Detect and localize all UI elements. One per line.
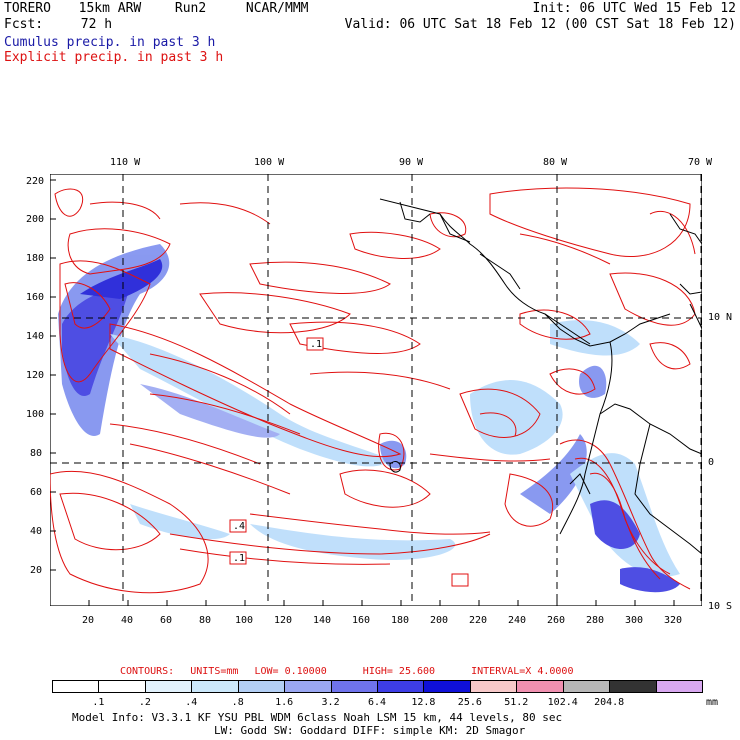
scale-swatch [655, 680, 703, 693]
x-tick-120: 120 [274, 615, 293, 626]
legend-cumulus: Cumulus precip. in past 3 h [4, 35, 216, 50]
lon-label-90w: 90 W [399, 157, 424, 168]
model-resolution: 15km ARW [78, 1, 142, 16]
fcst-value: 72 h [80, 17, 113, 32]
contours-low: LOW= 0.10000 [254, 666, 327, 677]
x-tick-300: 300 [625, 615, 644, 626]
scale-label: 204.8 [594, 697, 625, 708]
lon-label-110w: 110 W [110, 157, 141, 168]
y-tick-20: 20 [30, 565, 43, 576]
contours-high: HIGH= 25.600 [362, 666, 436, 677]
scale-swatch [284, 680, 332, 693]
contours-interval: INTERVAL=X 4.0000 [471, 666, 574, 677]
scale-swatch [469, 680, 518, 693]
scale-label: 6.4 [367, 697, 387, 708]
scale-swatch [52, 680, 100, 693]
scale-label: .1 [92, 697, 105, 708]
contours-units: UNITS=mm [190, 666, 239, 677]
y-tick-220: 220 [26, 176, 45, 187]
scale-swatch [237, 680, 286, 693]
scale-swatch [562, 680, 611, 693]
lon-label-80w: 80 W [543, 157, 568, 168]
x-tick-280: 280 [586, 615, 605, 626]
scale-label: 12.8 [411, 697, 436, 708]
scale-label: 1.6 [275, 697, 294, 708]
lat-label-0: 0 [708, 457, 715, 468]
scale-label: .8 [231, 697, 244, 708]
lat-lon-grid [50, 174, 702, 606]
scale-label: 51.2 [504, 697, 529, 708]
y-tick-40: 40 [30, 526, 43, 537]
x-tick-80: 80 [199, 615, 212, 626]
scale-swatch [191, 680, 239, 693]
x-tick-20: 20 [82, 615, 95, 626]
contour-label-3: .1 [233, 553, 246, 564]
y-tick-200: 200 [26, 214, 45, 225]
scale-swatch [144, 680, 193, 693]
scale-unit: mm [706, 697, 719, 708]
x-tick-320: 320 [664, 615, 683, 626]
x-tick-40: 40 [121, 615, 134, 626]
scale-label: 3.2 [321, 697, 340, 708]
lat-label-10s: 10 S [708, 601, 733, 612]
contours-info: CONTOURS: UNITS=mm LOW= 0.10000 HIGH= 25… [120, 666, 573, 677]
valid-time: Valid: 06 UTC Sat 18 Feb 12 (00 CST Sat … [344, 17, 736, 32]
scale-swatch [423, 680, 471, 693]
contour-label-2: .4 [233, 521, 246, 532]
init-time: Init: 06 UTC Wed 15 Feb 12 [532, 1, 737, 16]
run-label: Run2 [174, 1, 207, 16]
scale-label: 25.6 [457, 697, 482, 708]
x-tick-200: 200 [430, 615, 449, 626]
scale-swatch [609, 680, 657, 693]
org-label: NCAR/MMM [245, 1, 309, 16]
y-tick-60: 60 [30, 487, 43, 498]
x-tick-180: 180 [391, 615, 410, 626]
legend-explicit: Explicit precip. in past 3 h [4, 50, 224, 65]
contour-label-1: .1 [310, 339, 323, 350]
scale-swatch [330, 680, 378, 693]
coastlines [379, 198, 702, 555]
y-tick-140: 140 [26, 331, 45, 342]
scale-swatch [98, 680, 146, 693]
forecast-hour: Fcst: 72 h [4, 18, 112, 32]
lon-label-100w: 100 W [254, 157, 285, 168]
scale-swatch [516, 680, 564, 693]
model-info: Model Info: V3.3.1 KF YSU PBL WDM 6class… [72, 711, 563, 724]
axis-ticks [50, 179, 675, 606]
contour-label-boxes [229, 337, 469, 587]
x-tick-240: 240 [508, 615, 527, 626]
y-tick-160: 160 [26, 292, 45, 303]
x-tick-260: 260 [547, 615, 566, 626]
scale-label: .2 [138, 697, 151, 708]
explicit-precip-contours [50, 187, 696, 594]
x-tick-100: 100 [235, 615, 254, 626]
precip-map [50, 174, 702, 606]
x-tick-60: 60 [160, 615, 173, 626]
lon-label-70w: 70 W [688, 157, 713, 168]
y-tick-180: 180 [26, 253, 45, 264]
y-tick-100: 100 [26, 409, 45, 420]
lat-label-10n: 10 N [708, 312, 733, 323]
fcst-label: Fcst: [4, 17, 44, 32]
scale-label: .4 [185, 697, 198, 708]
contours-title: CONTOURS: [120, 666, 175, 677]
x-tick-220: 220 [469, 615, 488, 626]
model-physics: LW: Godd SW: Goddard DIFF: simple KM: 2D… [214, 724, 526, 737]
cumulus-precip-shading [58, 244, 680, 593]
header-title-line: TORERO 15km ARW Run2 NCAR/MMM [4, 2, 309, 16]
scale-swatch [377, 680, 425, 693]
x-tick-160: 160 [352, 615, 371, 626]
scale-label: 102.4 [547, 697, 578, 708]
y-tick-120: 120 [26, 370, 45, 381]
y-tick-80: 80 [30, 448, 43, 459]
model-name: TORERO [4, 1, 51, 16]
x-tick-140: 140 [313, 615, 332, 626]
